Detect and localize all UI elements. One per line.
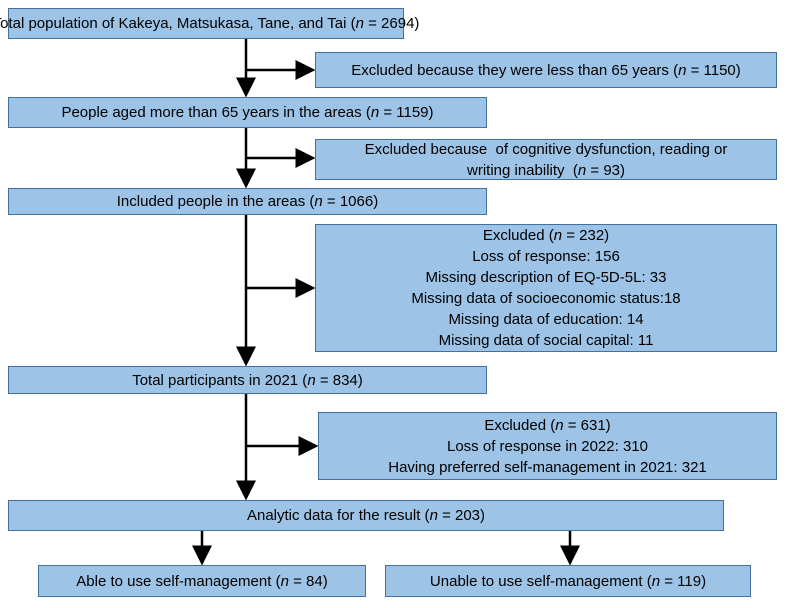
box-text: Analytic data for the result (n = 203) [246,507,486,524]
flow-box: Total participants in 2021 (n = 834) [8,366,487,394]
arrows [192,39,580,566]
box-text: Unable to use self-management (n = 119) [429,572,707,590]
flow-box: Total population of Kakeya, Matsukasa, T… [0,8,419,39]
box-text: Total population of Kakeya, Matsukasa, T… [0,15,420,32]
flow-box: People aged more than 65 years in the ar… [8,97,487,128]
box-text: Missing description of EQ-5D-5L: 33 [425,269,667,286]
flow-box: Excluded because they were less than 65 … [315,52,777,88]
box-text: Excluded (n = 631) [484,416,611,434]
box-text: Excluded because they were less than 65 … [351,61,741,79]
box-text: Loss of response in 2022: 310 [447,437,648,455]
box-text: Missing data of socioeconomic status:18 [411,290,681,307]
box-text: Having preferred self-management in 2021… [388,458,707,476]
flow-box: Excluded because of cognitive dysfunctio… [315,139,777,180]
box-text: Excluded because of cognitive dysfunctio… [364,140,728,158]
flow-box: Excluded (n = 631) Loss of response in 20… [318,412,777,480]
box-text: Missing data of social capital: 11 [438,332,654,349]
box-text: Total participants in 2021 (n = 834) [132,371,363,389]
box-text: Able to use self-management (n = 84) [76,572,328,590]
flow-box: Unable to use self-management (n = 119) [385,565,751,597]
box-text: Excluded (n = 232) [482,227,610,244]
flow-box: Included people in the areas (n = 1066) [8,188,487,215]
box-text: writing inability (n = 93) [467,161,625,179]
flow-box: Able to use self-management (n = 84) [38,565,366,597]
flow-box: Excluded (n = 232) Loss of response: 156 M… [315,224,777,352]
box-text: Loss of response: 156 [472,248,620,265]
box-text: Missing data of education: 14 [448,311,644,328]
flow-box: Analytic data for the result (n = 203) [8,500,724,531]
box-text: Included people in the areas (n = 1066) [116,193,379,210]
box-text: People aged more than 65 years in the ar… [61,104,434,121]
